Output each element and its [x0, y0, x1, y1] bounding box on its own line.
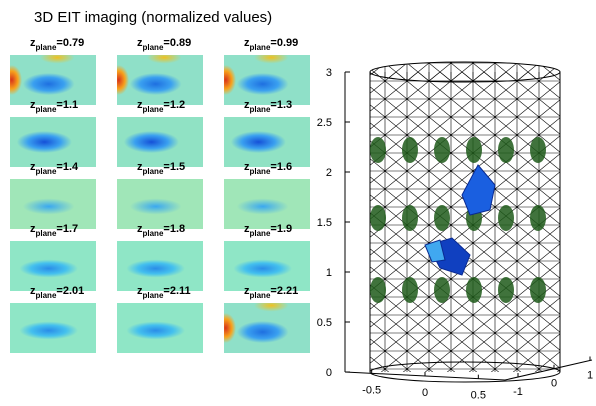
electrode [530, 205, 546, 231]
heatmap [117, 179, 203, 229]
panel-label: zplane=0.79 [30, 37, 84, 52]
heatmap-image [224, 55, 310, 105]
label-value: =0.79 [56, 37, 84, 49]
label-value: =1.2 [163, 99, 185, 111]
label-sub: plane [36, 229, 57, 238]
label-value: =2.11 [163, 285, 190, 297]
heatmap [224, 117, 310, 167]
electrode [370, 277, 386, 303]
electrode [466, 137, 482, 163]
electrode [402, 205, 418, 231]
electrode [498, 277, 514, 303]
z-tick-label: 2.5 [317, 117, 332, 129]
label-sub: plane [36, 105, 57, 114]
label-value: =1.4 [56, 161, 79, 173]
electrode [498, 137, 514, 163]
x-tick-label: 0 [422, 387, 428, 399]
label-sub: plane [143, 229, 164, 238]
label-sub: plane [143, 167, 164, 176]
electrode [530, 137, 546, 163]
panel-label: zplane=0.89 [137, 37, 191, 52]
label-value: =0.99 [270, 37, 298, 49]
electrode [402, 277, 418, 303]
heatmap-image [10, 55, 96, 105]
heatmap [10, 55, 96, 105]
y-tick-label: 1 [587, 369, 593, 381]
electrode [370, 137, 386, 163]
heatmap [117, 241, 203, 291]
heatmap-image [10, 241, 96, 291]
label-value: =1.7 [56, 223, 78, 235]
label-value: =1.3 [270, 99, 292, 111]
z-tick-label: 2 [326, 167, 332, 179]
y-tick-label: 0 [551, 378, 557, 390]
label-value: =1.1 [56, 99, 78, 111]
heatmap [117, 117, 203, 167]
heatmap-image [117, 241, 203, 291]
figure: 3D EIT imaging (normalized values) zplan… [0, 0, 596, 401]
electrode [498, 205, 514, 231]
heatmap-image [10, 179, 96, 229]
label-sub: plane [250, 105, 271, 114]
z-tick-label: 0.5 [317, 317, 332, 329]
heatmap-image [117, 179, 203, 229]
heatmap [10, 241, 96, 291]
mesh-top [370, 62, 560, 82]
label-sub: plane [36, 291, 57, 300]
heatmap-image [224, 303, 310, 353]
label-value: =1.8 [163, 223, 185, 235]
label-value: =1.9 [270, 223, 292, 235]
heatmap-image [10, 303, 96, 353]
title: 3D EIT imaging (normalized values) [34, 9, 272, 26]
heatmap [224, 303, 310, 353]
mesh-plot: 0 0.5 1 1.5 2 2.5 3 -0.5 0 0.5 -1 0 1 [317, 62, 593, 401]
heatmap-image [224, 117, 310, 167]
heatmap [117, 55, 203, 105]
x-tick-label: 0.5 [471, 390, 486, 401]
electrode [402, 137, 418, 163]
heatmap [224, 241, 310, 291]
heatmap-image [224, 241, 310, 291]
label-value: =1.6 [270, 161, 292, 173]
heatmap-image [117, 117, 203, 167]
heatmap [224, 179, 310, 229]
label-sub: plane [250, 43, 271, 52]
electrode [370, 205, 386, 231]
heatmap [10, 179, 96, 229]
label-sub: plane [143, 43, 164, 52]
electrode [434, 137, 450, 163]
label-sub: plane [143, 105, 164, 114]
label-value: =0.89 [163, 37, 191, 49]
label-value: =2.01 [56, 285, 84, 297]
z-tick-label: 0 [326, 367, 332, 379]
label-value: =2.21 [270, 285, 298, 297]
label-sub: plane [36, 167, 57, 176]
heatmap [117, 303, 203, 353]
heatmap-image [10, 117, 96, 167]
electrode [434, 205, 450, 231]
z-tick-label: 3 [326, 67, 332, 79]
heatmap [10, 117, 96, 167]
heatmap [224, 55, 310, 105]
heatmap-image [224, 179, 310, 229]
label-sub: plane [36, 43, 57, 52]
z-tick-label: 1 [326, 267, 332, 279]
panel-label: zplane=0.99 [244, 37, 298, 52]
label-sub: plane [143, 291, 164, 300]
label-sub: plane [250, 229, 271, 238]
heatmap [10, 303, 96, 353]
electrode [530, 277, 546, 303]
label-value: =1.5 [163, 161, 185, 173]
electrode [466, 277, 482, 303]
x-tick-label: -0.5 [362, 384, 381, 396]
label-sub: plane [250, 291, 271, 300]
label-sub: plane [250, 167, 271, 176]
z-tick-label: 1.5 [317, 217, 332, 229]
heatmap-image [117, 55, 203, 105]
electrode [434, 277, 450, 303]
heatmap-image [117, 303, 203, 353]
y-tick-label: -1 [513, 386, 523, 398]
